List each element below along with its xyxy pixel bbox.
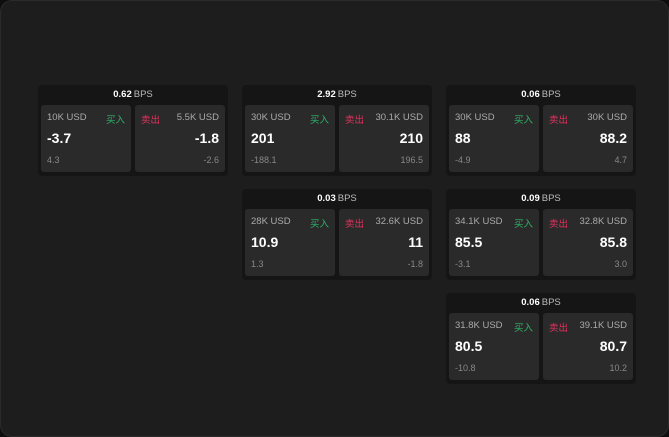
ask-price: 210 [399,130,423,146]
bid-price: 85.5 [455,234,483,250]
ask-price: -1.8 [194,130,219,146]
spread-value: 0.62 [113,89,132,100]
spread-header: 2.92 BPS [242,85,432,105]
buy-label: 买入 [513,323,533,334]
spread-value: 0.09 [521,193,540,204]
quote-widget: 0.09 BPS 34.1K USD 买入 85.5 -3.1 卖出 32.8K US… [446,189,636,280]
ask-change: 10.2 [609,363,627,373]
sell-cell[interactable]: 卖出 32.6K USD 11 -1.8 [339,209,429,276]
spread-header: 0.09 BPS [446,189,636,209]
spread-unit: BPS [541,297,561,308]
bid-change: -188.1 [251,155,277,165]
quote-widget: 2.92 BPS 30K USD 买入 201 -188.1 卖出 30.1K USD… [242,85,432,176]
bid-price: -3.7 [47,130,72,146]
buy-cell[interactable]: 10K USD 买入 -3.7 4.3 [41,105,131,172]
buy-cell[interactable]: 30K USD 买入 201 -188.1 [245,105,335,172]
sell-cell[interactable]: 卖出 30K USD 88.2 4.7 [543,105,633,172]
ask-change: -2.6 [203,155,219,165]
ask-price: 88.2 [599,130,627,146]
bid-change: 4.3 [47,155,60,165]
bid-price: 88 [455,130,471,146]
spread-header: 0.03 BPS [242,189,432,209]
buy-label: 买入 [105,115,125,126]
sell-label: 卖出 [345,219,365,230]
spread-value: 0.03 [317,193,336,204]
bid-change: -10.8 [455,363,476,373]
bid-size: 31.8K USD [455,320,503,331]
buy-label: 买入 [513,219,533,230]
spread-unit: BPS [337,89,357,100]
bid-change: -4.9 [455,155,471,165]
bid-size: 28K USD [251,216,291,227]
sell-cell[interactable]: 卖出 30.1K USD 210 196.5 [339,105,429,172]
sell-label: 卖出 [549,323,569,334]
sell-label: 卖出 [345,115,365,126]
buy-cell[interactable]: 28K USD 买入 10.9 1.3 [245,209,335,276]
spread-value: 2.92 [317,89,336,100]
sell-cell[interactable]: 卖出 5.5K USD -1.8 -2.6 [135,105,225,172]
quote-widget: 0.06 BPS 30K USD 买入 88 -4.9 卖出 30K USD 88.2… [446,85,636,176]
bid-price: 201 [251,130,275,146]
bid-price: 80.5 [455,338,483,354]
quote-widget: 0.03 BPS 28K USD 买入 10.9 1.3 卖出 32.6K USD 1… [242,189,432,280]
spread-value: 0.06 [521,89,540,100]
buy-cell[interactable]: 31.8K USD 买入 80.5 -10.8 [449,313,539,380]
spread-unit: BPS [133,89,153,100]
buy-cell[interactable]: 34.1K USD 买入 85.5 -3.1 [449,209,539,276]
spread-value: 0.06 [521,297,540,308]
ask-size: 5.5K USD [176,112,219,123]
buy-label: 买入 [309,115,329,126]
ask-size: 32.6K USD [375,216,423,227]
ask-price: 80.7 [599,338,627,354]
ask-price: 11 [408,234,423,250]
spread-unit: BPS [337,193,357,204]
sell-cell[interactable]: 卖出 39.1K USD 80.7 10.2 [543,313,633,380]
spread-header: 0.06 BPS [446,293,636,313]
ask-size: 30K USD [587,112,627,123]
sell-label: 卖出 [141,115,161,126]
bid-change: -3.1 [455,259,471,269]
buy-label: 买入 [309,219,329,230]
ask-price: 85.8 [599,234,627,250]
buy-label: 买入 [513,115,533,126]
spread-unit: BPS [541,193,561,204]
bid-change: 1.3 [251,259,264,269]
sell-label: 卖出 [549,219,569,230]
spread-header: 0.06 BPS [446,85,636,105]
bid-price: 10.9 [251,234,279,250]
spread-header: 0.62 BPS [38,85,228,105]
ask-change: 3.0 [614,259,627,269]
ask-change: 4.7 [614,155,627,165]
bid-size: 30K USD [251,112,291,123]
ask-size: 39.1K USD [579,320,627,331]
sell-cell[interactable]: 卖出 32.8K USD 85.8 3.0 [543,209,633,276]
quote-widget: 0.62 BPS 10K USD 买入 -3.7 4.3 卖出 5.5K USD -1… [38,85,228,176]
ask-change: -1.8 [407,259,423,269]
spread-unit: BPS [541,89,561,100]
ask-size: 30.1K USD [375,112,423,123]
buy-cell[interactable]: 30K USD 买入 88 -4.9 [449,105,539,172]
bid-size: 10K USD [47,112,87,123]
quote-widget: 0.06 BPS 31.8K USD 买入 80.5 -10.8 卖出 39.1K U… [446,293,636,384]
ask-change: 196.5 [400,155,423,165]
sell-label: 卖出 [549,115,569,126]
ask-size: 32.8K USD [579,216,627,227]
bid-size: 30K USD [455,112,495,123]
bid-size: 34.1K USD [455,216,503,227]
